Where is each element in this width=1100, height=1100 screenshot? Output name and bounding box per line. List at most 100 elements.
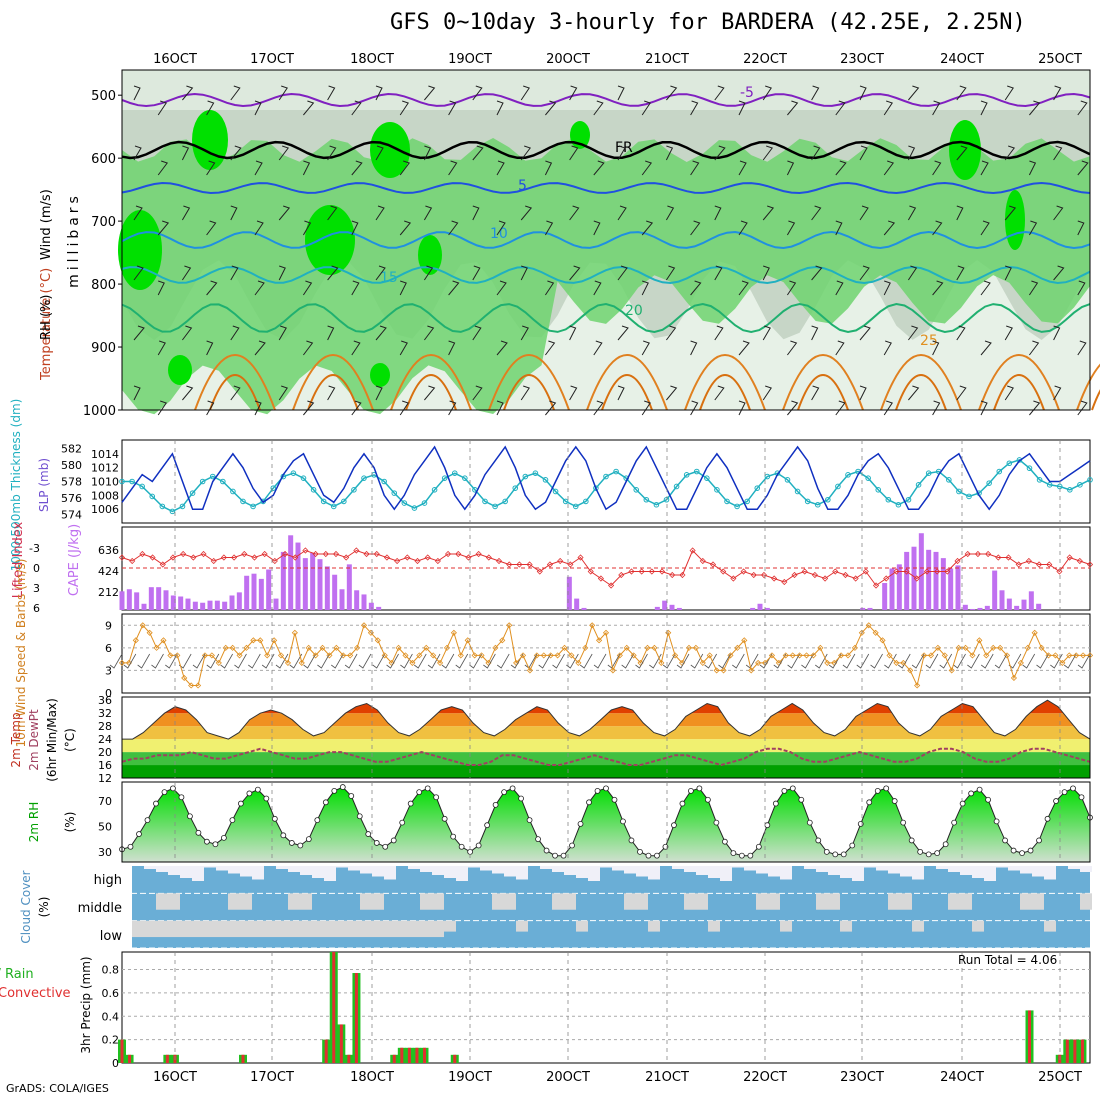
rh-point (857, 821, 864, 827)
precip-conv-label: Convective (0, 986, 71, 1001)
cape-bar (977, 607, 983, 610)
wind-barb (762, 205, 775, 221)
cape-bar (1028, 591, 1034, 610)
lifted-index-point (1005, 554, 1012, 561)
temp-line (122, 699, 1091, 740)
wind-barb (641, 220, 654, 236)
precip-axis-label: 3hr Precip (mm) (79, 956, 93, 1053)
rh-point (747, 852, 754, 859)
rh-saturated-area (1005, 190, 1025, 250)
cape-bar (867, 607, 873, 610)
wind-barb (932, 280, 944, 296)
wind-barb (254, 400, 262, 416)
wind-barb (593, 220, 601, 236)
thickness-point (169, 508, 176, 515)
cape-bar (354, 590, 360, 610)
slp-tick-label: 1008 (91, 489, 119, 502)
lifted-index-point (862, 568, 869, 575)
wind-barb (883, 400, 893, 416)
lifted-index-point (944, 568, 951, 575)
cape-bar (662, 600, 668, 610)
rh-point (271, 815, 278, 822)
wind-barb (714, 205, 722, 221)
cape-bar (273, 598, 279, 610)
temperature-contour (121, 230, 1091, 250)
cloud-gap (816, 866, 828, 872)
cloud-gap (192, 920, 204, 938)
rh-point (772, 800, 779, 807)
precip-conv-bar (128, 1054, 132, 1063)
chart-title: GFS 0~10day 3-hourly for BARDERA (42.25E… (390, 10, 1026, 35)
cape-bar (940, 558, 946, 610)
cloud-level-label: middle (78, 901, 122, 916)
cape-tick-label: 636 (98, 544, 119, 557)
precip-conv-bar (407, 1047, 411, 1063)
rh-area (122, 787, 1090, 862)
slp-tick-label: 1010 (91, 476, 119, 489)
wind-barb (472, 265, 481, 281)
wind-barb (569, 85, 578, 101)
wind-point (257, 637, 264, 644)
cloud-gap (1020, 893, 1032, 910)
wind-barb (907, 145, 916, 161)
wind-barb (666, 85, 678, 101)
cloud-gap (360, 893, 372, 910)
thickness-line (122, 459, 1091, 513)
cloud-gap (492, 893, 504, 910)
cape-bar (984, 605, 990, 610)
lifted-index-point (434, 557, 441, 565)
wind-barb (254, 160, 263, 176)
cloud-gap (312, 920, 324, 938)
cloud-gap (216, 866, 228, 871)
wind-barb (230, 85, 241, 101)
cloud-gap (1008, 866, 1020, 871)
thickness-point (199, 478, 206, 485)
wind-barb (762, 265, 770, 281)
wind-barb (182, 85, 194, 101)
wind-barb (423, 265, 434, 281)
wind-point (554, 652, 561, 659)
wind-barb (327, 385, 336, 401)
wind-barb (835, 340, 845, 356)
wind-barb (423, 205, 433, 221)
temperature-contour-30 (895, 374, 947, 411)
temp-band (122, 765, 1090, 778)
wind-barb (617, 205, 627, 221)
cape-bar (214, 600, 220, 610)
wind-barb (545, 340, 556, 356)
cloud-gap (984, 866, 996, 881)
wind-point (174, 652, 181, 659)
wind-barb (932, 220, 943, 236)
cape-bar (119, 591, 125, 610)
slp-axis-label: SLP (mb) (37, 458, 51, 512)
wind-barb (762, 145, 774, 161)
lifted-index-point (740, 568, 747, 575)
wind-barb (649, 653, 662, 669)
wind-barb (883, 100, 893, 116)
rh-point (968, 790, 975, 797)
wind-barb (1053, 385, 1062, 401)
wind-barb (109, 653, 123, 669)
thickness-point (875, 487, 882, 493)
wind-barb (386, 653, 399, 669)
wind-barb (544, 160, 553, 176)
wind-barb (569, 265, 581, 281)
cloud-gap (336, 866, 348, 868)
lifted-index-point (526, 561, 533, 568)
wind-barb (327, 205, 338, 221)
cape-bar (207, 600, 213, 610)
lifted-index-point (455, 550, 462, 558)
wind-barb (666, 325, 677, 341)
wind-barb (344, 653, 358, 669)
cloud-gap (240, 866, 252, 877)
cape-bar (955, 565, 961, 610)
wind-barb (399, 160, 411, 176)
wind-barb (165, 653, 178, 669)
cloud-gap (576, 866, 588, 878)
rh-point (424, 785, 431, 792)
lifted-index-point (241, 550, 248, 558)
wind-barb (859, 85, 867, 101)
rh-tick-label: 70 (98, 795, 112, 808)
rh-point (934, 850, 941, 857)
cloud-gap (156, 866, 168, 872)
